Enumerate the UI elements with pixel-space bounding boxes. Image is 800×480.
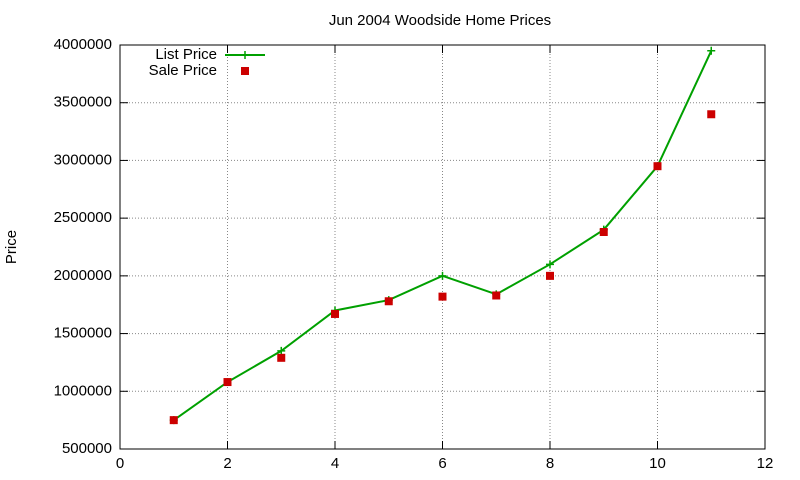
point-marker [438, 292, 447, 301]
point-marker [277, 353, 286, 362]
point-marker [492, 291, 501, 300]
x-tick-label: 6 [438, 455, 446, 472]
y-tick-label: 3500000 [54, 94, 112, 111]
legend-marker [241, 67, 249, 75]
point-marker [707, 46, 716, 55]
legend-label: Sale Price [149, 62, 217, 79]
x-tick-label: 12 [757, 455, 774, 472]
chart-title: Jun 2004 Woodside Home Prices [329, 12, 551, 29]
point-marker [384, 297, 393, 306]
point-marker [277, 346, 286, 355]
point-marker [653, 162, 662, 171]
y-axis-label: Price [3, 230, 20, 264]
plot-frame [119, 44, 766, 450]
legend-label: List Price [155, 46, 217, 63]
x-tick-label: 0 [116, 455, 124, 472]
y-tick-label: 500000 [62, 440, 112, 457]
legend-marker [241, 51, 249, 59]
point-marker [546, 260, 554, 269]
x-tick-label: 10 [649, 455, 666, 472]
y-tick-label: 2500000 [54, 209, 112, 226]
y-tick-label: 2000000 [54, 267, 112, 284]
y-tick-label: 3000000 [54, 151, 112, 168]
point-marker [331, 309, 339, 318]
point-marker [223, 378, 232, 387]
x-tick-label: 4 [331, 455, 339, 472]
point-marker [707, 110, 716, 119]
point-marker [599, 227, 608, 236]
x-tick-label: 2 [223, 455, 231, 472]
series-line [173, 50, 713, 421]
point-marker [546, 271, 554, 280]
point-marker [438, 271, 447, 280]
y-tick-label: 1500000 [54, 325, 112, 342]
point-marker [169, 416, 178, 425]
y-tick-label: 4000000 [54, 36, 112, 53]
y-tick-label: 1000000 [54, 382, 112, 399]
x-tick-label: 8 [546, 455, 554, 472]
